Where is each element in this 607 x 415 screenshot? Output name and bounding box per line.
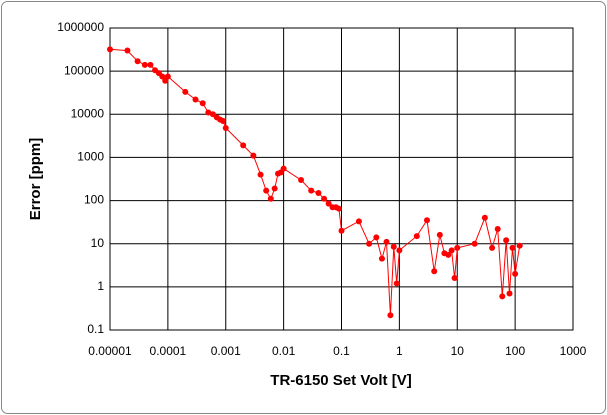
data-point bbox=[489, 244, 496, 251]
data-point bbox=[298, 176, 305, 183]
data-point bbox=[147, 61, 154, 68]
data-point bbox=[506, 290, 513, 297]
y-tick-label: 1000 bbox=[77, 150, 104, 164]
data-point bbox=[481, 214, 488, 221]
data-point bbox=[164, 73, 171, 80]
data-point bbox=[192, 96, 199, 103]
data-point bbox=[471, 240, 478, 247]
data-point bbox=[373, 234, 380, 241]
y-tick-label: 100 bbox=[84, 193, 104, 207]
data-point bbox=[199, 100, 206, 107]
data-point bbox=[141, 61, 148, 68]
data-point bbox=[124, 47, 131, 54]
data-point bbox=[159, 73, 166, 80]
data-point bbox=[280, 165, 287, 172]
data-point bbox=[250, 152, 257, 159]
data-point bbox=[445, 251, 452, 258]
x-axis-title: TR-6150 Set Volt [V] bbox=[270, 372, 411, 389]
data-point bbox=[205, 109, 212, 116]
data-point bbox=[315, 189, 322, 196]
data-point bbox=[451, 275, 458, 282]
data-point bbox=[222, 125, 229, 132]
data-point bbox=[267, 195, 274, 202]
data-point bbox=[335, 205, 342, 212]
data-point bbox=[509, 244, 516, 251]
data-point bbox=[257, 171, 264, 178]
x-tick-label: 0.01 bbox=[272, 344, 296, 358]
y-tick-label: 1 bbox=[97, 279, 104, 293]
data-point bbox=[271, 185, 278, 192]
data-point bbox=[240, 142, 247, 149]
data-point bbox=[393, 280, 400, 287]
data-point bbox=[431, 268, 438, 275]
data-point bbox=[499, 293, 506, 300]
x-tick-label: 0.00001 bbox=[88, 344, 132, 358]
data-point bbox=[107, 46, 113, 53]
y-tick-label: 100000 bbox=[64, 63, 104, 77]
data-point bbox=[503, 237, 510, 244]
data-point bbox=[512, 270, 519, 277]
data-point bbox=[516, 242, 523, 249]
data-point bbox=[338, 227, 345, 234]
x-tick-label: 1 bbox=[396, 344, 403, 358]
data-point bbox=[321, 195, 328, 202]
data-point bbox=[182, 88, 189, 95]
data-point bbox=[448, 247, 455, 254]
data-point bbox=[378, 255, 385, 262]
data-point bbox=[134, 58, 141, 65]
x-tick-label: 0.001 bbox=[211, 344, 241, 358]
data-point bbox=[454, 244, 461, 251]
y-axis-title: Error [ppm] bbox=[27, 138, 44, 221]
data-point bbox=[390, 243, 397, 250]
y-tick-label: 10000 bbox=[71, 106, 105, 120]
data-point bbox=[355, 218, 362, 225]
data-point bbox=[308, 187, 315, 194]
data-point bbox=[325, 200, 332, 207]
data-point bbox=[383, 238, 390, 245]
x-tick-label: 10 bbox=[451, 344, 465, 358]
data-point bbox=[396, 247, 403, 254]
plot-border bbox=[109, 27, 574, 331]
data-point bbox=[494, 225, 501, 232]
y-tick-label: 1000000 bbox=[57, 20, 104, 34]
data-point bbox=[263, 187, 270, 194]
x-tick-label: 1000 bbox=[560, 344, 587, 358]
data-point bbox=[366, 240, 373, 247]
data-point bbox=[413, 233, 420, 240]
data-point bbox=[220, 117, 227, 124]
x-tick-label: 0.0001 bbox=[150, 344, 187, 358]
y-tick-label: 10 bbox=[91, 236, 105, 250]
x-tick-label: 0.1 bbox=[333, 344, 350, 358]
data-point bbox=[387, 312, 394, 319]
data-point bbox=[436, 231, 443, 238]
y-tick-label: 0.1 bbox=[87, 322, 104, 336]
data-point bbox=[423, 217, 430, 224]
x-tick-label: 100 bbox=[505, 344, 525, 358]
